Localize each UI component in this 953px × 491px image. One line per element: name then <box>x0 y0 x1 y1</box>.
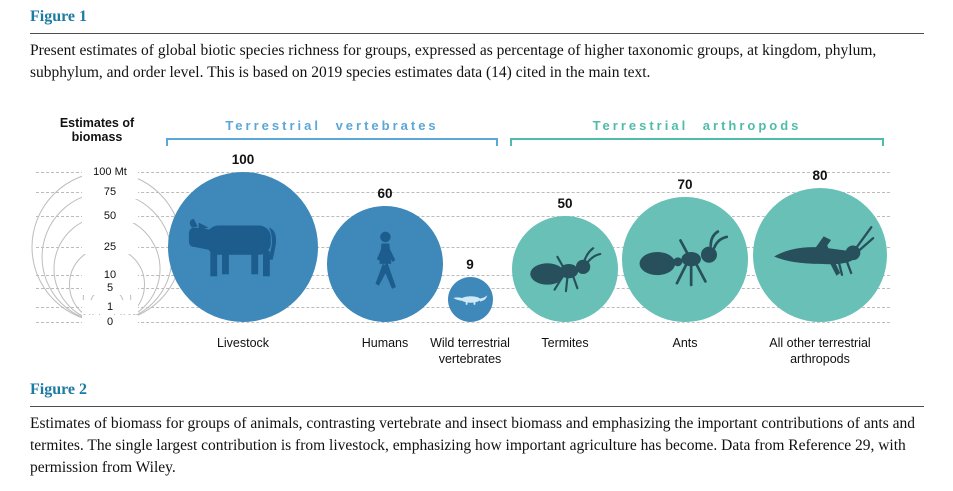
figure2-heading: Figure 2 <box>30 381 88 398</box>
scale-tick-50: 50 <box>82 208 138 223</box>
group-title: Terrestrial vertebrates <box>225 118 439 133</box>
item-label-humans: Humans <box>361 336 409 350</box>
human-icon <box>327 206 443 322</box>
bubble-humans <box>326 205 444 322</box>
bubble-value-ants: 70 <box>677 176 693 192</box>
scale-title: Estimates of biomass <box>59 116 135 145</box>
figure1-caption: Present estimates of global biotic speci… <box>30 42 877 81</box>
scale-tick-5: 5 <box>82 281 138 296</box>
scale-tick-100: 100 Mt <box>82 165 138 179</box>
bubble-value-all-other-terrestrial-arthropods: 80 <box>812 167 828 183</box>
group-bracket <box>166 138 498 146</box>
bubble-livestock <box>168 172 318 322</box>
group-header-terrestrial-arthropods: Terrestrial arthropods <box>510 118 884 146</box>
item-label-all-other-terrestrial-arthropods: All other terrestrial arthropods <box>769 336 871 366</box>
bubble-value-wild-terrestrial-vertebrates: 9 <box>466 257 474 272</box>
wild-vertebrate-icon <box>448 277 493 322</box>
scale-tick-75: 75 <box>82 185 138 200</box>
group-title: Terrestrial arthropods <box>592 118 802 133</box>
gridline-50 <box>36 215 890 217</box>
ant-icon <box>622 197 747 322</box>
bubble-value-humans: 60 <box>377 185 393 201</box>
group-header-terrestrial-vertebrates: Terrestrial vertebrates <box>166 118 498 146</box>
scale-tick-1: 1 <box>82 300 138 314</box>
item-label-termites: Termites <box>541 336 589 350</box>
scale-tick-0: 0 <box>82 315 138 329</box>
gridline-10 <box>36 274 890 276</box>
bubble-value-termites: 50 <box>557 195 573 211</box>
item-label-ants: Ants <box>672 336 698 350</box>
scale-tick-25: 25 <box>82 240 138 254</box>
group-bracket <box>510 138 884 146</box>
figure1-rule <box>30 33 924 34</box>
bubble-wild-terrestrial-vertebrates <box>447 277 493 322</box>
gridline-0 <box>36 322 890 323</box>
figure2-caption: Estimates of biomass for groups of anima… <box>30 415 916 476</box>
biomass-chart: Estimates of biomass Terrestrial vertebr… <box>0 110 953 378</box>
figure1-heading: Figure 1 <box>30 8 88 25</box>
gridline-75 <box>36 192 890 194</box>
bubble-all-other-terrestrial-arthropods <box>752 187 888 322</box>
bubble-ants <box>622 196 748 322</box>
scale-tick-10: 10 <box>82 267 138 282</box>
figure2-rule <box>30 406 924 407</box>
bubble-termites <box>511 215 619 322</box>
grasshopper-icon <box>753 188 887 322</box>
gridline-100 <box>36 172 890 173</box>
gridline-25 <box>36 247 890 248</box>
item-label-wild-terrestrial-vertebrates: Wild terrestrial vertebrates <box>430 336 510 366</box>
cow-icon <box>168 172 318 322</box>
bubble-value-livestock: 100 <box>231 152 255 167</box>
termite-icon <box>512 216 618 322</box>
item-label-livestock: Livestock <box>216 336 270 350</box>
